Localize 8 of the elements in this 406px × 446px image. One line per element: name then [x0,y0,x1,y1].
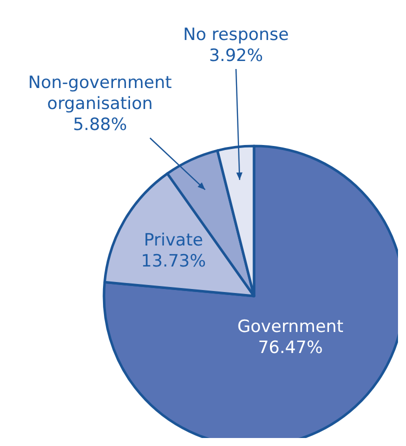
data-label: 5.88% [72,115,128,135]
slice-label: Non-government organisation [28,73,172,114]
slice-label: No response [183,25,289,45]
data-label: 13.73% [141,251,206,272]
data-label: 76.47% [258,338,323,358]
slice-label: Private [144,230,204,250]
slice-label: Government [237,316,344,337]
data-label: 3.92% [208,46,264,66]
